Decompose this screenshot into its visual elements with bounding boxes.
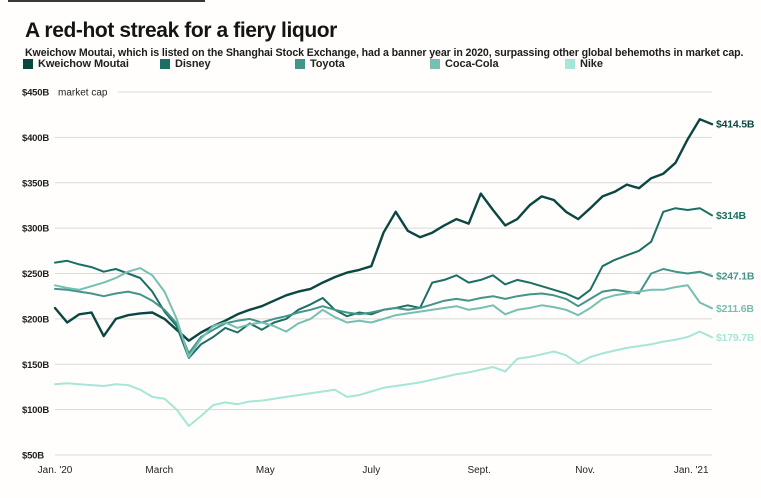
x-axis-tick-label: Jan. '21 xyxy=(674,465,709,476)
chart-legend: Kweichow Moutai Disney Toyota Coca-Cola Nike xyxy=(0,58,761,74)
series-end-label-toyota: $247.1B xyxy=(716,271,755,283)
y-axis-tick-label: $300B xyxy=(22,224,49,235)
legend-item-nike: Nike xyxy=(565,58,603,70)
y-axis-title: market cap xyxy=(58,88,108,99)
y-axis-tick-label: $350B xyxy=(22,178,49,189)
legend-label: Coca-Cola xyxy=(445,58,499,70)
legend-label: Nike xyxy=(580,58,603,70)
legend-item-kweichow-moutai: Kweichow Moutai xyxy=(23,58,129,70)
y-axis-tick-label: $200B xyxy=(22,314,49,325)
series-end-label-disney: $314B xyxy=(716,210,747,222)
y-axis-tick-label: $250B xyxy=(22,269,49,280)
series-end-label-coca-cola: $211.6B xyxy=(716,303,754,315)
cropped-text-artifact xyxy=(8,0,205,2)
y-axis-tick-label: $100B xyxy=(22,405,49,416)
legend-item-coca-cola: Coca-Cola xyxy=(430,58,499,70)
y-axis-tick-label: $400B xyxy=(22,133,49,144)
x-axis-tick-label: Jan. '20 xyxy=(38,465,73,476)
x-axis-tick-label: July xyxy=(362,465,380,476)
x-axis-tick-label: Nov. xyxy=(575,465,595,476)
legend-label: Kweichow Moutai xyxy=(38,58,129,70)
series-end-label-nike: $179.7B xyxy=(716,332,755,344)
series-end-label-kweichow-moutai: $414.5B xyxy=(716,119,755,131)
legend-label: Disney xyxy=(175,58,211,70)
legend-item-toyota: Toyota xyxy=(295,58,345,70)
legend-label: Toyota xyxy=(310,58,345,70)
y-axis-tick-label: $150B xyxy=(22,360,49,371)
series-line-toyota xyxy=(54,268,713,355)
legend-swatch-nike xyxy=(565,59,575,69)
series-line-kweichow-moutai xyxy=(53,117,714,342)
legend-swatch-coca-cola xyxy=(430,59,440,69)
y-axis-tick-label: $50B xyxy=(22,451,44,462)
page-title: A red-hot streak for a fiery liquor xyxy=(25,19,337,43)
chart-subtitle: Kweichow Moutai, which is listed on the … xyxy=(25,46,744,59)
legend-swatch-disney xyxy=(160,59,170,69)
y-axis-tick-label: $450B xyxy=(22,88,49,99)
series-line-nike xyxy=(54,330,713,427)
series-line-coca-cola xyxy=(54,267,713,358)
x-axis-tick-label: March xyxy=(145,465,173,476)
legend-item-disney: Disney xyxy=(160,58,211,70)
x-axis-tick-label: Sept. xyxy=(467,465,490,476)
x-axis-tick-label: May xyxy=(256,465,275,476)
legend-swatch-toyota xyxy=(295,59,305,69)
legend-swatch-kweichow-moutai xyxy=(23,59,33,69)
